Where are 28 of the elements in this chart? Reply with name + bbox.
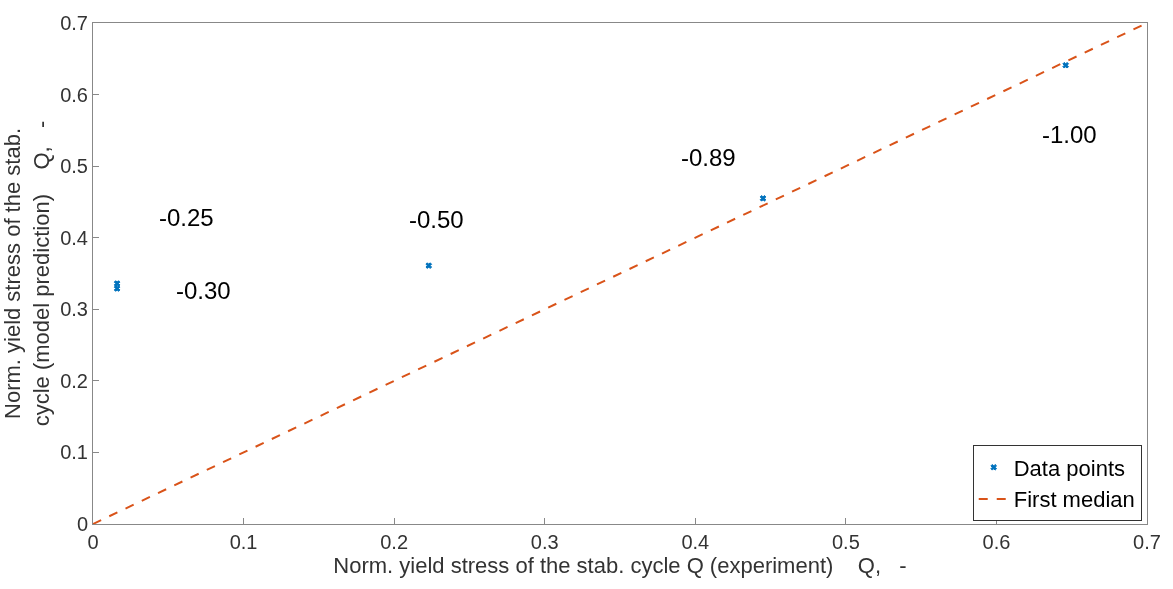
y-tick-label: 0.4 xyxy=(60,226,88,249)
x-axis-title: Norm. yield stress of the stab. cycle Q (experiment) Q, - xyxy=(333,553,907,578)
y-tick-label: 0.5 xyxy=(60,155,88,178)
x-tick-label: 0.6 xyxy=(982,531,1011,553)
y-tick-label: 0 xyxy=(76,513,88,535)
point xyxy=(113,285,121,292)
annotation: -0.25 xyxy=(159,204,214,231)
legend-label: Data points xyxy=(1013,455,1126,481)
x-tick-label: 0.7 xyxy=(1133,531,1161,553)
annotation: -0.89 xyxy=(681,144,736,171)
y-tick-label: 0.2 xyxy=(60,369,88,392)
x-tick-label: 0.2 xyxy=(380,531,409,553)
point xyxy=(425,262,433,269)
annotation: -0.30 xyxy=(176,277,231,304)
point xyxy=(1062,61,1070,69)
y-tick-label: 0.1 xyxy=(60,441,88,464)
y-axis-title: Norm. yield stress of the stab. cycle (model prediction) Q, - xyxy=(0,120,54,427)
annotation: -1.00 xyxy=(1042,121,1097,148)
x-tick-label: 0.5 xyxy=(831,531,860,553)
y-tick-label: 0.6 xyxy=(60,83,88,106)
x-tick-label: 0.4 xyxy=(681,531,710,553)
x-tick-label: 0.1 xyxy=(229,531,258,553)
annotation: -0.50 xyxy=(409,206,464,233)
legend-label: First median xyxy=(1013,487,1135,513)
y-tick-label: 0.3 xyxy=(60,298,88,321)
y-tick-label: 0.7 xyxy=(60,12,88,34)
x-tick-label: 0.3 xyxy=(530,531,559,553)
point xyxy=(759,195,767,202)
